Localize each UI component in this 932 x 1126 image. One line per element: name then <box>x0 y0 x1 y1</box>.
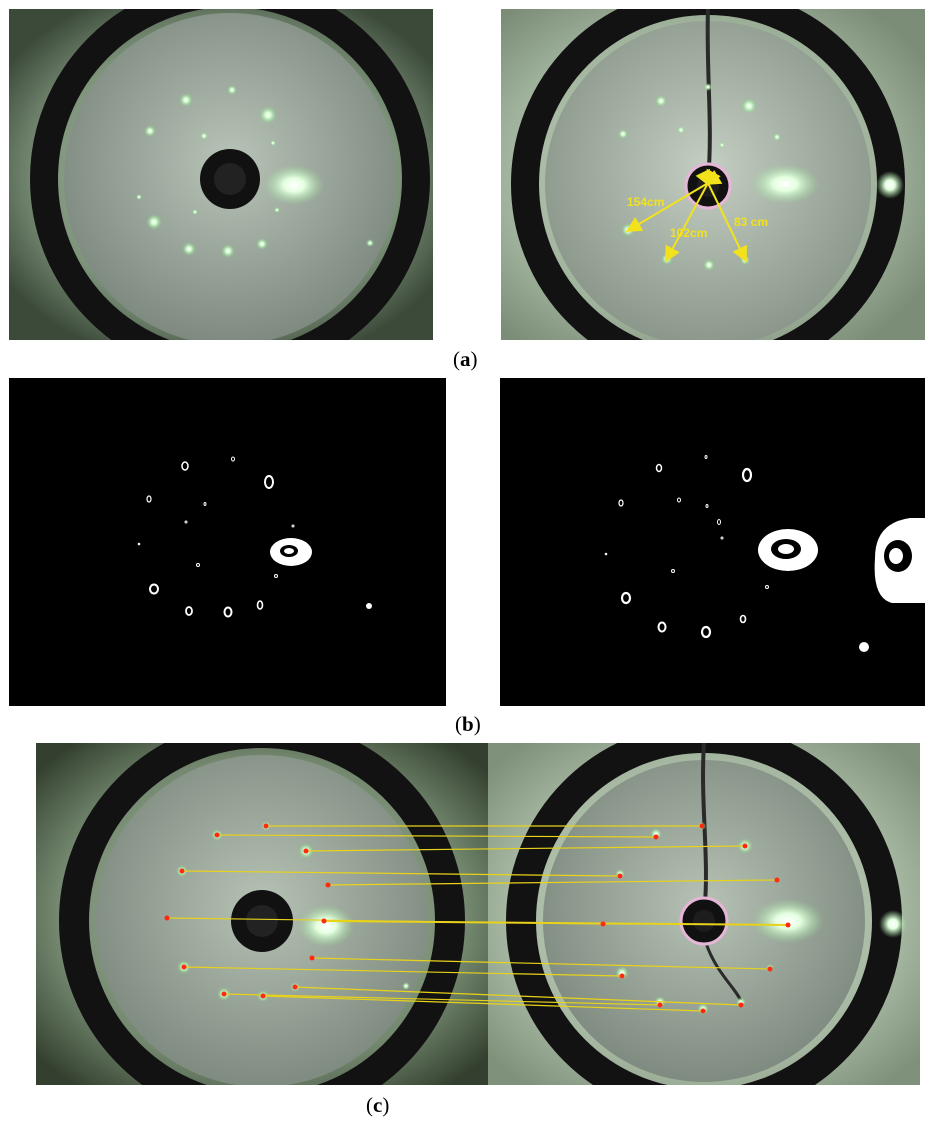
binary-b-right <box>500 378 925 706</box>
binary-b-left <box>9 378 446 706</box>
measurement-label-102: 102cm <box>670 226 707 240</box>
measurement-label-154: 154cm <box>627 195 664 209</box>
matched-features-c <box>36 743 920 1085</box>
photo-a-left <box>9 9 433 340</box>
caption-b: (b) <box>455 712 481 736</box>
caption-a: (a) <box>453 347 478 371</box>
measurement-label-83: 83 cm <box>734 215 768 229</box>
caption-c: (c) <box>366 1093 390 1117</box>
photo-a-right: 154cm 102cm 83 cm <box>501 9 925 340</box>
